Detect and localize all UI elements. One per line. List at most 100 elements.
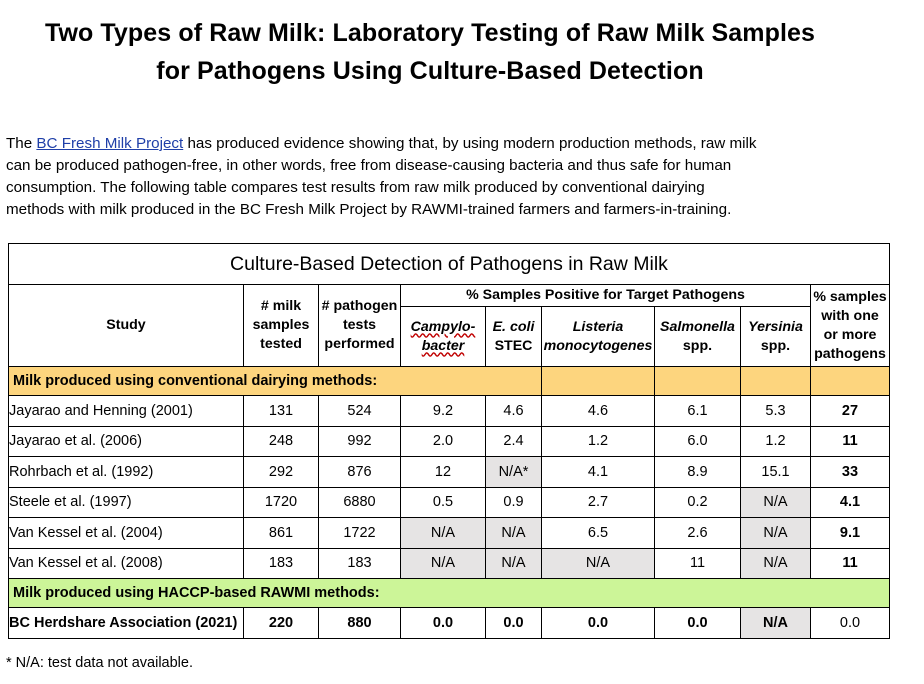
header-samples-line: tested [260, 336, 302, 352]
cell-yersinia: N/A [740, 517, 811, 549]
page-title: Two Types of Raw Milk: Laboratory Testin… [0, 14, 860, 90]
cell-tests: 1722 [318, 517, 401, 549]
header-yersinia-line: spp. [760, 337, 791, 354]
cell-study: BC Herdshare Association (2021) [8, 607, 244, 639]
group-row-conventional: Milk produced using conventional dairyin… [8, 366, 890, 396]
table-row: Jayarao et al. (2006) 248 992 2.0 2.4 1.2 6.0 1… [8, 425, 890, 457]
header-tests-line: # pathogen [321, 298, 398, 314]
cell-salmonella: 2.6 [654, 517, 741, 549]
cell-listeria: 2.7 [541, 486, 655, 518]
bc-fresh-milk-project-link[interactable]: BC Fresh Milk Project [36, 135, 184, 152]
cell-ecoli: 2.4 [485, 425, 542, 457]
table-row: Rohrbach et al. (1992) 292 876 12 N/A* 4.1 8.9… [8, 456, 890, 488]
header-study: Study [8, 284, 244, 367]
cell-campylo: 2.0 [400, 425, 486, 457]
header-campylo-line: bacter [421, 337, 465, 354]
header-tests-line: performed [324, 336, 395, 352]
header-samples-line: samples [252, 317, 310, 333]
cell-samples: 861 [243, 517, 319, 549]
header-any-line: pathogens [814, 345, 886, 362]
cell-tests: 992 [318, 425, 401, 457]
header-ecoli: E. coli STEC [485, 306, 542, 367]
cell-yersinia: 1.2 [740, 425, 811, 457]
header-campylo-line: Campylo- [410, 318, 476, 335]
cell-salmonella: 6.1 [654, 395, 741, 427]
cell-samples: 248 [243, 425, 319, 457]
cell-yersinia: 15.1 [740, 456, 811, 488]
group-label-rawmi: Milk produced using HACCP-based RAWMI me… [8, 578, 890, 608]
intro-line-1: The BC Fresh Milk Project has produced e… [6, 133, 886, 155]
cell-study: Van Kessel et al. (2004) [8, 517, 244, 549]
cell-tests: 6880 [318, 486, 401, 518]
table-row: Steele et al. (1997) 1720 6880 0.5 0.9 2.7 0.2… [8, 486, 890, 518]
cell-salmonella: 6.0 [654, 425, 741, 457]
header-any-line: % samples [813, 288, 887, 305]
header-yersinia-line: Yersinia [748, 318, 803, 335]
header-listeria: Listeria monocytogenes [541, 306, 655, 367]
cell-listeria: 1.2 [541, 425, 655, 457]
cell-samples: 1720 [243, 486, 319, 518]
header-salmonella-line: Salmonella [660, 318, 735, 335]
group-fill-cell [810, 366, 890, 396]
group-fill-cell [541, 366, 655, 396]
cell-any: 27 [810, 395, 890, 427]
header-samples: # milk samples tested [243, 284, 319, 367]
header-tests-line: tests [342, 317, 377, 333]
header-ecoli-line: STEC [494, 337, 533, 354]
cell-samples: 131 [243, 395, 319, 427]
title-line-2: for Pathogens Using Culture-Based Detect… [156, 57, 704, 85]
cell-samples: 183 [243, 547, 319, 579]
group-fill-cell [654, 366, 741, 396]
header-any-line: or more [823, 326, 877, 343]
cell-yersinia: N/A [740, 607, 811, 639]
table-row: Van Kessel et al. (2008) 183 183 N/A N/A N/A 1… [8, 547, 890, 579]
group-label-conventional: Milk produced using conventional dairyin… [8, 366, 542, 396]
conventional-rows: Jayarao and Henning (2001) 131 524 9.2 4.6 4.… [8, 395, 890, 579]
cell-campylo: 0.5 [400, 486, 486, 518]
cell-ecoli: 4.6 [485, 395, 542, 427]
table-caption: Culture-Based Detection of Pathogens in … [8, 243, 890, 285]
cell-any: 4.1 [810, 486, 890, 518]
cell-listeria: 4.1 [541, 456, 655, 488]
group-fill-cell [740, 366, 811, 396]
group-row-rawmi: Milk produced using HACCP-based RAWMI me… [8, 578, 890, 608]
cell-ecoli: N/A [485, 517, 542, 549]
cell-campylo: 0.0 [400, 607, 486, 639]
cell-salmonella: 8.9 [654, 456, 741, 488]
cell-yersinia: N/A [740, 547, 811, 579]
intro-line-2: can be produced pathogen-free, in other … [6, 157, 732, 174]
table-row: Van Kessel et al. (2004) 861 1722 N/A N/A 6.5… [8, 517, 890, 549]
header-any-pathogen: % samples with one or more pathogens [810, 284, 890, 367]
cell-tests: 880 [318, 607, 401, 639]
cell-salmonella: 0.0 [654, 607, 741, 639]
header-salmonella: Salmonella spp. [654, 306, 741, 367]
intro-paragraph: The BC Fresh Milk Project has produced e… [6, 133, 886, 221]
table-row: BC Herdshare Association (2021) 220 880 0.0… [8, 607, 890, 639]
cell-samples: 220 [243, 607, 319, 639]
intro-suffix: has produced evidence showing that, by u… [183, 135, 757, 152]
cell-tests: 183 [318, 547, 401, 579]
cell-campylo: 12 [400, 456, 486, 488]
cell-any: 0.0 [810, 607, 890, 639]
cell-campylo: N/A [400, 517, 486, 549]
header-yersinia: Yersinia spp. [740, 306, 811, 367]
cell-tests: 876 [318, 456, 401, 488]
intro-line-3: consumption. The following table compare… [6, 179, 705, 196]
rawmi-rows: BC Herdshare Association (2021) 220 880 0.0… [8, 607, 890, 639]
cell-listeria: N/A [541, 547, 655, 579]
cell-listeria: 4.6 [541, 395, 655, 427]
header-percent-group: % Samples Positive for Target Pathogens [400, 284, 811, 307]
cell-study: Van Kessel et al. (2008) [8, 547, 244, 579]
cell-any: 11 [810, 425, 890, 457]
cell-study: Jayarao et al. (2006) [8, 425, 244, 457]
header-listeria-line: monocytogenes [543, 337, 653, 354]
header-samples-line: # milk [260, 298, 302, 314]
header-any-line: with one [821, 307, 879, 324]
cell-campylo: N/A [400, 547, 486, 579]
title-line-1: Two Types of Raw Milk: Laboratory Testin… [44, 19, 816, 47]
results-table: Culture-Based Detection of Pathogens in … [8, 243, 890, 639]
header-ecoli-line: E. coli [492, 318, 535, 335]
footnote: * N/A: test data not available. [6, 655, 193, 671]
header-salmonella-line: spp. [682, 337, 713, 354]
table-row: Jayarao and Henning (2001) 131 524 9.2 4.6 4.… [8, 395, 890, 427]
